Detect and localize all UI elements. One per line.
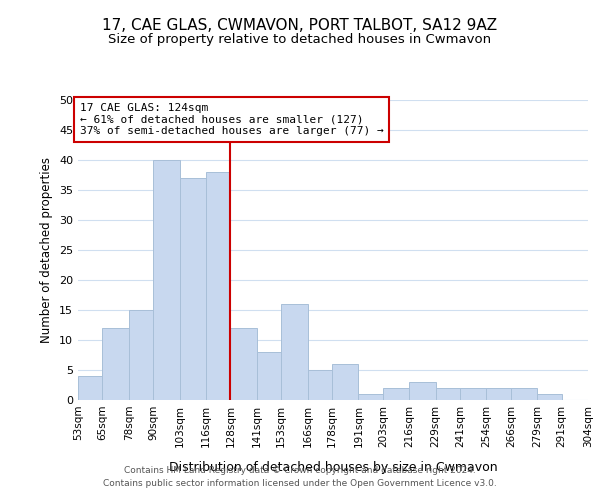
Text: Contains HM Land Registry data © Crown copyright and database right 2024.: Contains HM Land Registry data © Crown c… xyxy=(124,466,476,475)
Bar xyxy=(460,388,487,400)
Bar xyxy=(230,328,257,400)
Bar xyxy=(487,388,511,400)
Bar xyxy=(281,304,308,400)
Bar xyxy=(308,370,332,400)
X-axis label: Distribution of detached houses by size in Cwmavon: Distribution of detached houses by size … xyxy=(169,461,497,474)
Y-axis label: Number of detached properties: Number of detached properties xyxy=(40,157,53,343)
Text: Contains public sector information licensed under the Open Government Licence v3: Contains public sector information licen… xyxy=(103,478,497,488)
Bar xyxy=(332,364,358,400)
Text: 17 CAE GLAS: 124sqm
← 61% of detached houses are smaller (127)
37% of semi-detac: 17 CAE GLAS: 124sqm ← 61% of detached ho… xyxy=(80,103,384,136)
Bar xyxy=(409,382,436,400)
Bar xyxy=(358,394,383,400)
Bar xyxy=(436,388,460,400)
Bar xyxy=(537,394,562,400)
Text: 17, CAE GLAS, CWMAVON, PORT TALBOT, SA12 9AZ: 17, CAE GLAS, CWMAVON, PORT TALBOT, SA12… xyxy=(103,18,497,32)
Bar xyxy=(179,178,206,400)
Bar xyxy=(129,310,153,400)
Bar xyxy=(153,160,179,400)
Bar xyxy=(257,352,281,400)
Text: Size of property relative to detached houses in Cwmavon: Size of property relative to detached ho… xyxy=(109,32,491,46)
Bar xyxy=(103,328,129,400)
Bar xyxy=(383,388,409,400)
Bar xyxy=(511,388,537,400)
Bar xyxy=(206,172,230,400)
Bar xyxy=(78,376,103,400)
